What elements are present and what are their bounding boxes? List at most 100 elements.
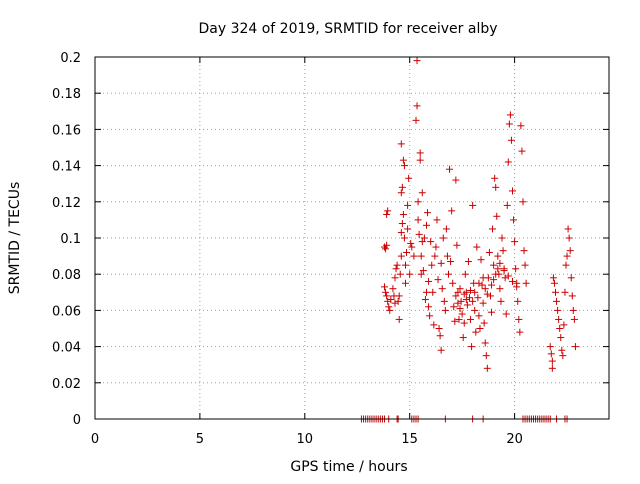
y-tick-label: 0.14: [52, 160, 81, 175]
data-point: [398, 220, 406, 228]
data-point: [570, 315, 578, 323]
data-point: [561, 288, 569, 296]
data-point: [560, 321, 568, 329]
x-tick-label: 5: [196, 432, 204, 447]
data-point: [384, 207, 392, 215]
data-point: [443, 252, 451, 260]
data-point: [568, 292, 576, 300]
data-point: [567, 274, 575, 282]
data-point: [564, 225, 572, 233]
data-point: [387, 296, 395, 304]
data-point: [485, 248, 493, 256]
data-point: [449, 279, 457, 287]
data-point: [416, 156, 424, 164]
data-point: [506, 111, 514, 119]
data-point: [468, 343, 476, 351]
data-point: [454, 299, 462, 307]
data-point: [521, 261, 529, 269]
data-point: [499, 247, 507, 255]
data-point: [382, 288, 390, 296]
data-point: [505, 120, 513, 128]
data-point: [407, 239, 415, 247]
data-point: [448, 207, 456, 215]
data-point: [467, 315, 475, 323]
data-point: [398, 183, 406, 191]
data-point: [479, 274, 487, 282]
data-point: [441, 306, 449, 314]
data-point: [569, 306, 577, 314]
y-tick-label: 0.1: [60, 232, 81, 247]
data-point: [474, 294, 482, 302]
data-point: [472, 328, 480, 336]
data-point: [460, 319, 468, 327]
data-point: [492, 183, 500, 191]
plot-frame: [94, 56, 610, 420]
data-point: [421, 296, 429, 304]
data-point: [457, 297, 465, 305]
data-point: [414, 216, 422, 224]
data-point: [429, 288, 437, 296]
data-point: [391, 299, 399, 307]
grid-layer: [95, 57, 609, 419]
data-point: [518, 147, 526, 155]
data-point: [447, 258, 455, 266]
data-point: [550, 279, 558, 287]
data-point: [480, 319, 488, 327]
data-point: [483, 290, 491, 298]
data-point: [511, 238, 519, 246]
data-point: [412, 116, 420, 124]
data-point: [430, 321, 438, 329]
data-point: [491, 174, 499, 182]
data-point: [413, 102, 421, 110]
data-point: [504, 272, 512, 280]
data-point: [395, 315, 403, 323]
data-point: [431, 252, 439, 260]
data-point: [481, 285, 489, 293]
x-tick-label: 20: [506, 432, 523, 447]
data-point: [490, 261, 498, 269]
data-point: [397, 189, 405, 197]
data-point: [565, 234, 573, 242]
data-point: [471, 306, 479, 314]
data-point: [401, 279, 409, 287]
data-point: [488, 308, 496, 316]
data-point: [548, 357, 556, 365]
data-point: [496, 285, 504, 293]
data-point: [520, 247, 528, 255]
data-point: [476, 325, 484, 332]
data-point: [473, 243, 481, 251]
data-point: [395, 292, 403, 300]
data-point: [459, 334, 467, 342]
data-point: [419, 267, 427, 275]
data-point: [552, 288, 560, 296]
data-point: [427, 238, 435, 246]
data-point: [426, 312, 434, 320]
x-tick-label: 10: [297, 432, 314, 447]
data-point: [549, 274, 557, 282]
data-point: [420, 234, 428, 242]
data-point: [465, 294, 473, 302]
data-point: [512, 265, 520, 273]
data-point: [433, 216, 441, 224]
data-point: [446, 165, 454, 173]
data-point: [405, 174, 413, 182]
data-point: [424, 209, 432, 217]
data-point: [389, 285, 397, 293]
data-point: [436, 332, 444, 340]
data-point: [401, 261, 409, 269]
data-point: [477, 256, 485, 264]
data-point: [566, 247, 574, 255]
data-point: [414, 198, 422, 206]
data-point: [516, 328, 524, 336]
y-tick-label: 0.06: [52, 304, 81, 319]
data-point: [490, 276, 498, 284]
data-point: [571, 343, 579, 351]
data-point: [416, 149, 424, 157]
chart-title: Day 324 of 2019, SRMTID for receiver alb…: [198, 21, 497, 37]
y-tick-label: 0.12: [52, 196, 81, 211]
data-point: [454, 288, 462, 296]
x-tick-label: 0: [91, 432, 99, 447]
data-point: [469, 201, 477, 209]
